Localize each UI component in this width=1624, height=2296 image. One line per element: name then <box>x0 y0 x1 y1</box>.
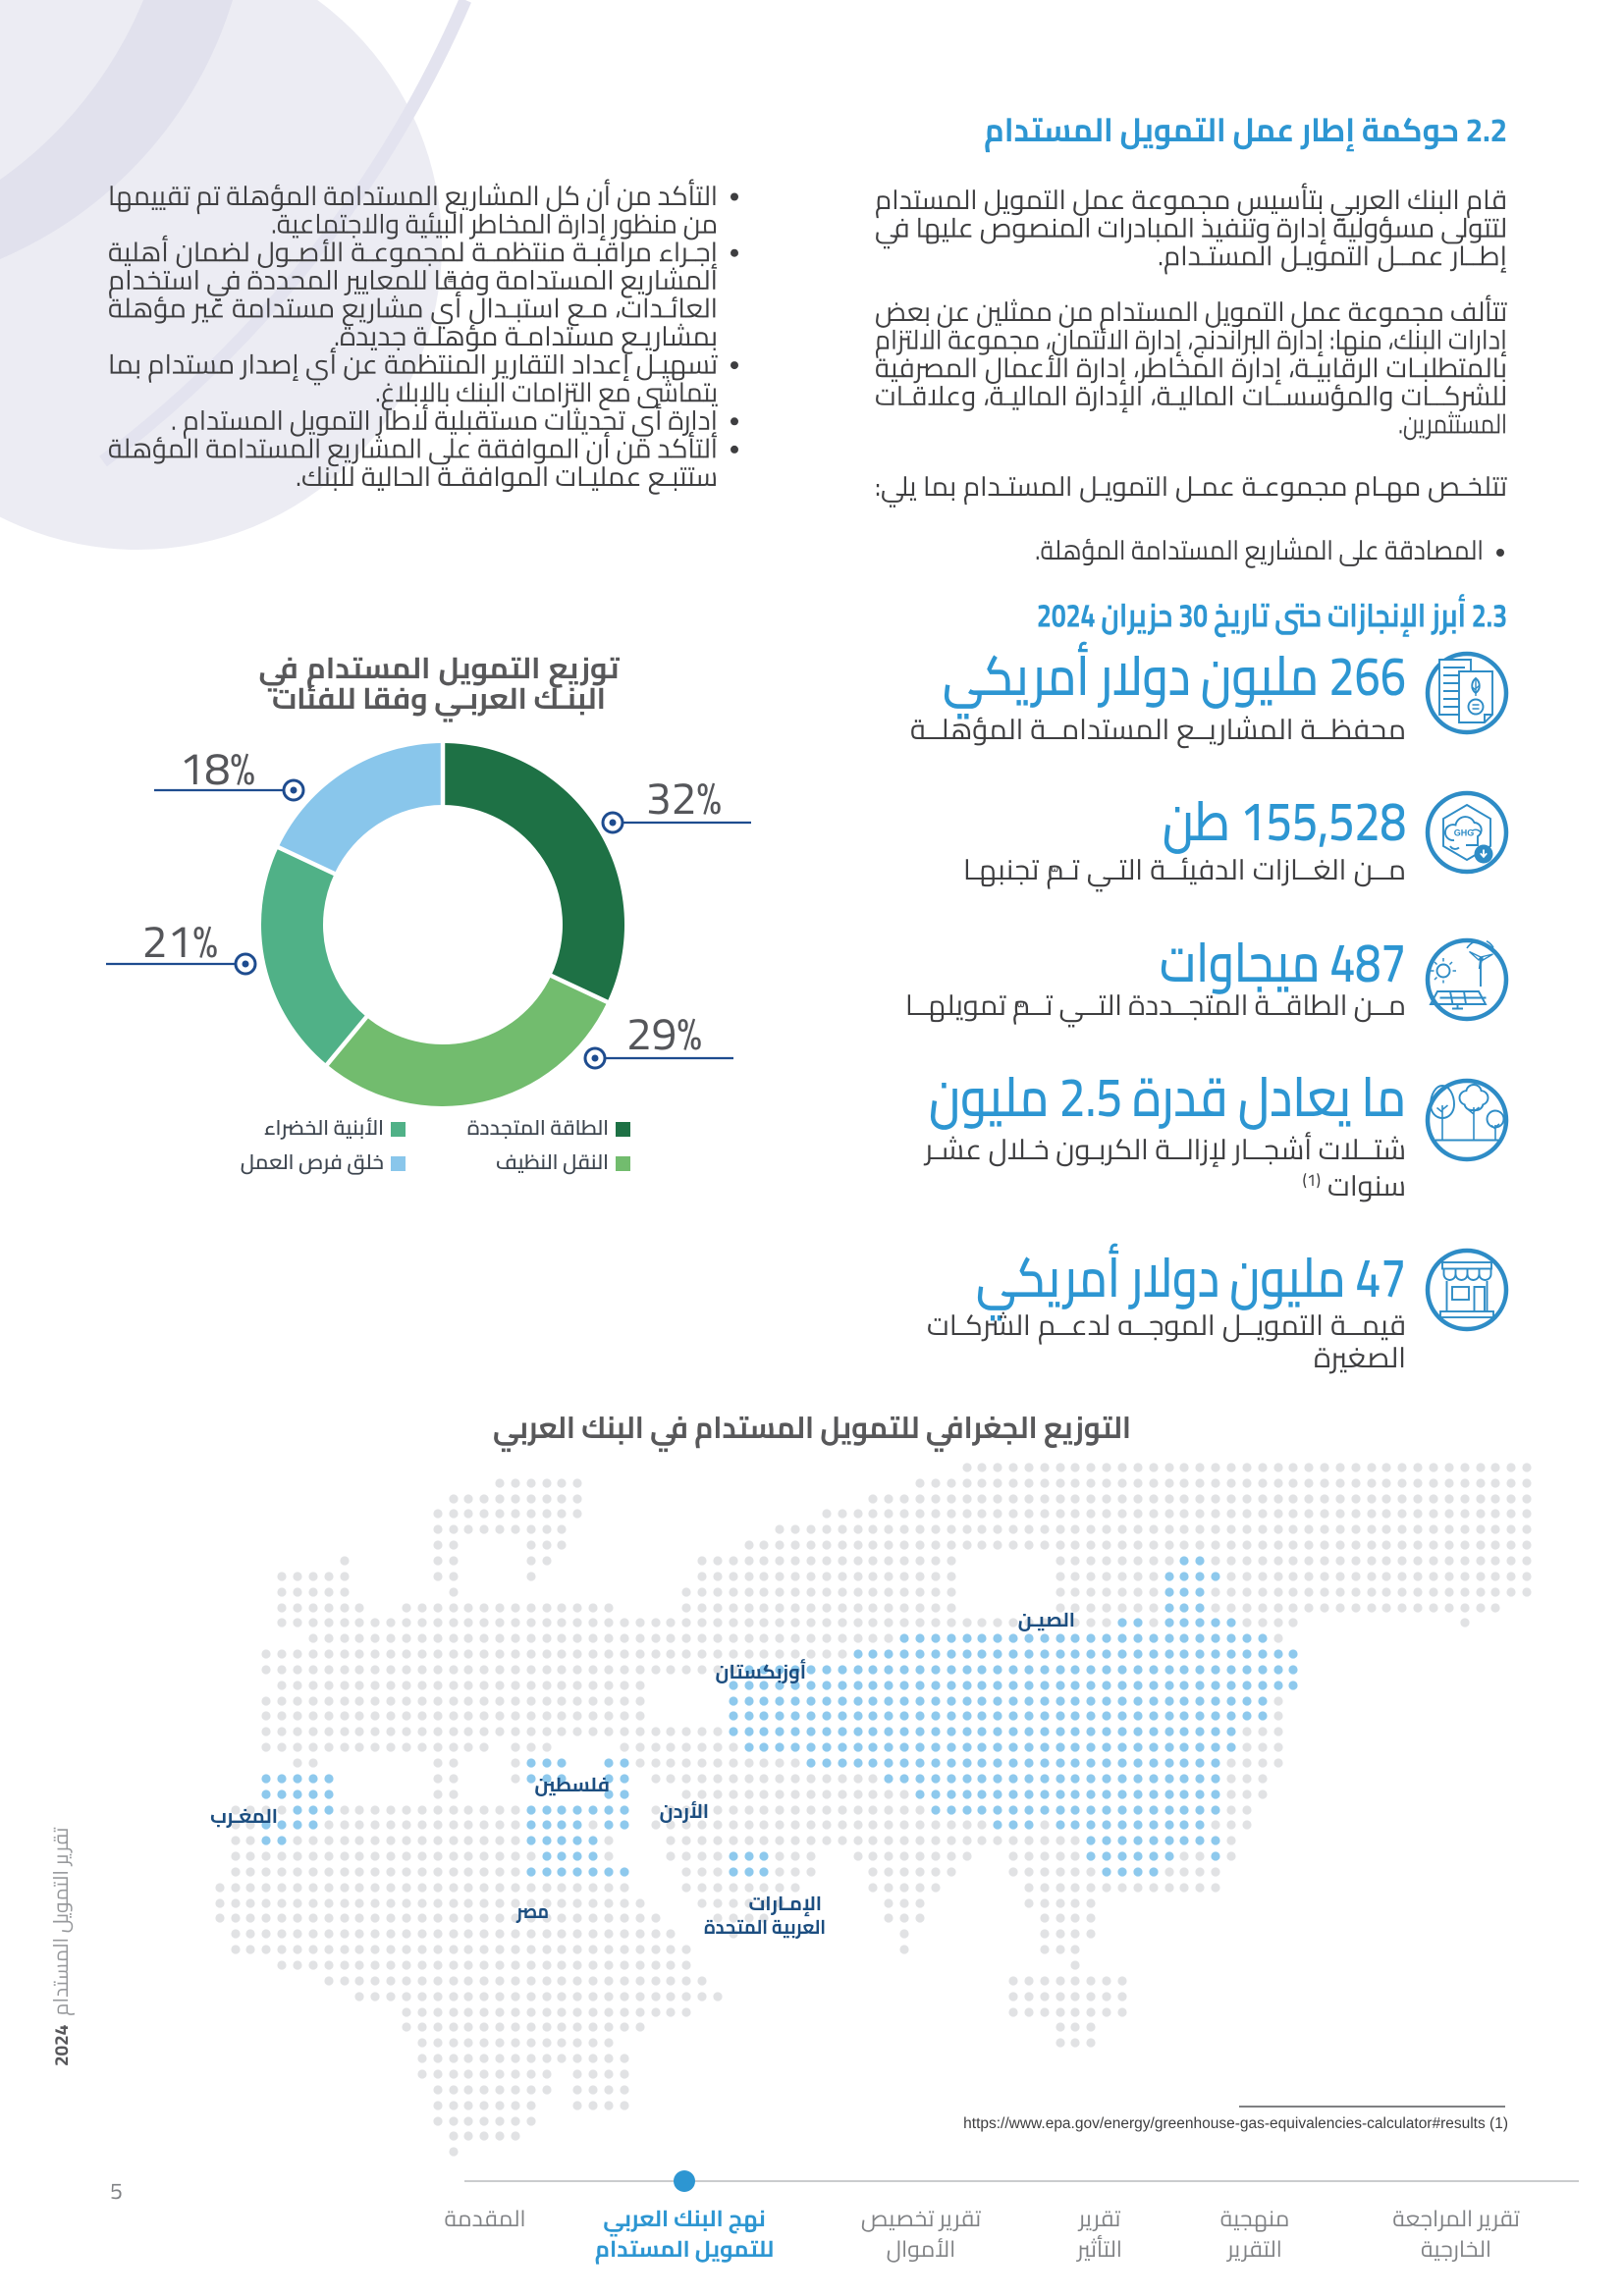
svg-text:GHG: GHG <box>1454 828 1475 838</box>
